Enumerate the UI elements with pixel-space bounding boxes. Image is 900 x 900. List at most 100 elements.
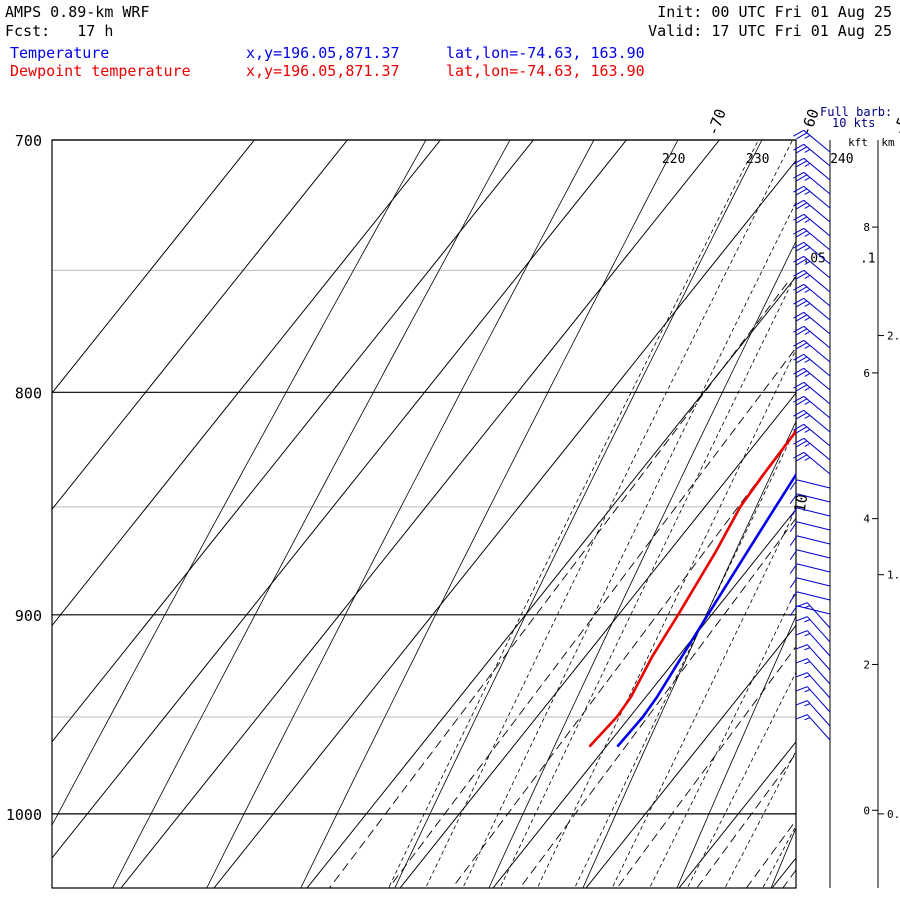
wind-barb-flag (804, 232, 811, 237)
wind-barb-flag (795, 602, 808, 608)
wind-barb-flag (796, 272, 808, 280)
wind-barb-flag (793, 129, 805, 137)
mixing-ratio-line (519, 517, 796, 888)
wind-barb-staff (806, 644, 831, 671)
temperature-profile (616, 472, 796, 748)
wind-barb-staff (806, 700, 831, 727)
wind-barb-staff (806, 714, 831, 741)
dry-adiabat-line (582, 420, 796, 888)
mixing-ratio-line (451, 429, 796, 888)
km-axis-label: km (881, 136, 895, 149)
wind-barb-flag (804, 605, 811, 609)
wind-barb-flag (789, 591, 798, 603)
wind-barb-staff (806, 686, 831, 713)
wind-barb-staff (806, 616, 831, 643)
height-axis: kft km 0 2 4 6 8 0. 1. 2. (848, 136, 900, 888)
wind-barb-flag (793, 157, 805, 165)
wind-barb-flag (796, 342, 808, 350)
dewpoint-profile (588, 429, 796, 748)
wind-barb-staff (803, 213, 831, 237)
wind-barb-flag (804, 302, 811, 307)
wind-barb-flag (793, 255, 805, 263)
wind-barb-flag (804, 260, 811, 265)
wind-barb-staff (803, 339, 831, 363)
dry-adiabat-line (488, 240, 796, 888)
wind-barb-flag (793, 325, 805, 333)
wind-barb-flag (789, 507, 798, 519)
wind-barb-flag (804, 414, 811, 419)
wind-barb-flag (796, 202, 808, 210)
wind-barb-flag (796, 230, 808, 238)
wind-barb-staff (803, 353, 831, 377)
wind-barb-staff (796, 493, 831, 503)
wind-barb-flag (789, 549, 798, 561)
isotherm-line (678, 740, 796, 888)
wind-barb-staff (803, 171, 831, 195)
dry-adiabat-label: 240 (830, 152, 853, 167)
wind-barb-flag (796, 454, 808, 462)
wind-barb-staff (796, 577, 831, 587)
wind-barb-flag (804, 703, 811, 707)
wind-barb-staff (803, 185, 831, 209)
wind-barb-staff (803, 269, 831, 293)
wind-barb-staff (803, 409, 831, 433)
isotherm-tick-label: -70 (704, 106, 730, 138)
wind-barb-flag (796, 286, 808, 294)
dry-adiabat-line (300, 140, 679, 888)
moist-adiabat-line (649, 589, 796, 888)
pressure-tick-label: 900 (15, 607, 42, 625)
isotherm-line (492, 508, 796, 888)
wind-barb-flag (793, 451, 805, 459)
wind-barb-staff (803, 297, 831, 321)
wind-barb-flag (793, 423, 805, 431)
wind-barb-flag (804, 717, 811, 721)
wind-barb-flag (795, 714, 808, 720)
wind-barb-flag (804, 372, 811, 377)
wind-barb-flag (789, 605, 798, 617)
wind-barb-staff (803, 451, 831, 475)
wind-barb-flag (796, 328, 808, 336)
moist-adiabat-line (611, 507, 796, 888)
wind-barb-flag (804, 274, 811, 279)
dry-adiabat-label: 230 (746, 152, 769, 167)
isotherm-tick-label: -60 (797, 106, 823, 138)
wind-barb-flag (804, 148, 811, 153)
wind-barb-flag (793, 269, 805, 277)
wind-barb-staff (803, 129, 831, 153)
isotherm-line (213, 159, 796, 888)
wind-barb-flag (795, 700, 808, 706)
wind-barb-flag (796, 426, 808, 434)
isotherm-line (52, 140, 441, 627)
wind-barb-flag (804, 675, 811, 679)
wind-barb-flag (793, 311, 805, 319)
wind-barb-flag (804, 456, 811, 461)
wind-barb-staff (803, 423, 831, 447)
wind-barb-flag (793, 241, 805, 249)
wind-barb-flag (804, 400, 811, 405)
wind-barb-flag (804, 633, 811, 637)
moist-adiabat-line (574, 426, 796, 888)
wind-barb-flag (795, 616, 808, 622)
wind-barb-flag (804, 218, 811, 223)
dry-adiabat-line (52, 140, 427, 827)
wind-barb-flag (796, 188, 808, 196)
isotherm-line (52, 140, 255, 394)
wind-barb-flag (789, 479, 798, 491)
wind-barb-flag (804, 689, 811, 693)
legend-dewpoint-xy: x,y=196.05,871.37 (246, 62, 400, 80)
wind-barb-flag (795, 658, 808, 664)
wind-barb-flag (789, 493, 798, 505)
km-tick-label: 2. (887, 330, 900, 343)
wind-barb-flag (804, 330, 811, 335)
dry-adiabat-line (112, 140, 511, 888)
wind-barb-flag (793, 339, 805, 347)
wind-barb-flag (804, 246, 811, 251)
wind-barb-staff (803, 255, 831, 279)
wind-barb-flag (796, 384, 808, 392)
wind-barb-flag (804, 134, 811, 139)
dry-adiabat-line (394, 140, 763, 888)
background-lines (52, 140, 796, 888)
kft-tick-label: 8 (863, 221, 870, 234)
wind-barb-flag (796, 370, 808, 378)
moist-adiabat-line (388, 140, 759, 888)
